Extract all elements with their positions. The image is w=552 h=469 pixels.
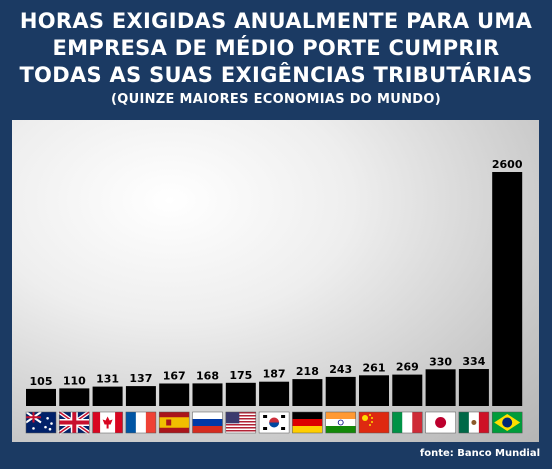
- data-label: 261: [363, 361, 386, 374]
- data-label: 269: [396, 361, 419, 374]
- data-label: 334: [462, 355, 485, 368]
- bar-russia: [192, 383, 223, 406]
- data-label: 175: [229, 369, 252, 382]
- india-flag: [325, 411, 356, 434]
- bar-australia: [26, 388, 56, 406]
- data-label: 218: [296, 365, 319, 378]
- bar-italy: [392, 374, 423, 406]
- bar-uk: [59, 388, 90, 406]
- data-label: 131: [96, 373, 119, 386]
- chart-subtitle: (QUINZE MAIORES ECONOMIAS DO MUNDO): [111, 92, 441, 107]
- brazil-flag: [491, 411, 523, 434]
- bar-india: [325, 376, 356, 406]
- uk-flag: [58, 410, 91, 435]
- china-flag: [358, 411, 390, 434]
- data-label: 187: [263, 368, 286, 381]
- south-korea-flag: [258, 411, 290, 434]
- bar-germany: [292, 379, 323, 406]
- bar-mexico: [458, 369, 489, 406]
- bar-canada: [92, 386, 123, 406]
- bar-south-korea: [259, 381, 290, 406]
- data-label: 105: [30, 375, 53, 388]
- france-flag: [125, 411, 157, 434]
- bar-spain: [159, 383, 190, 406]
- bar-brazil: [492, 172, 523, 406]
- data-label: 243: [329, 363, 352, 376]
- data-label: 2600: [492, 158, 523, 171]
- title-line-1: HORAS EXIGIDAS ANUALMENTE PARA UMA: [19, 9, 533, 33]
- germany-flag: [292, 411, 323, 434]
- data-label: 137: [129, 372, 152, 385]
- spain-flag: [158, 411, 190, 434]
- title-line-3: TODAS AS SUAS EXIGÊNCIAS TRIBUTÁRIAS: [19, 63, 533, 87]
- data-label: 168: [196, 369, 219, 382]
- bar-japan: [425, 369, 456, 406]
- title-line-2: EMPRESA DE MÉDIO PORTE CUMPRIR: [52, 36, 500, 60]
- data-label: 110: [63, 374, 86, 387]
- italy-flag: [392, 411, 423, 434]
- bar-usa: [225, 382, 256, 406]
- mexico-flag: [458, 411, 490, 434]
- russia-flag: [192, 411, 223, 434]
- data-label: 330: [429, 355, 452, 368]
- source-note: fonte: Banco Mundial: [419, 448, 540, 459]
- bar-china: [359, 375, 389, 406]
- usa-flag: [225, 411, 257, 434]
- japan-flag: [425, 411, 456, 434]
- canada-flag: [92, 411, 123, 434]
- bar-france: [125, 386, 156, 406]
- chart-title: HORAS EXIGIDAS ANUALMENTE PARA UMA EMPRE…: [0, 8, 552, 89]
- data-label: 167: [163, 370, 186, 383]
- australia-flag: [25, 411, 57, 434]
